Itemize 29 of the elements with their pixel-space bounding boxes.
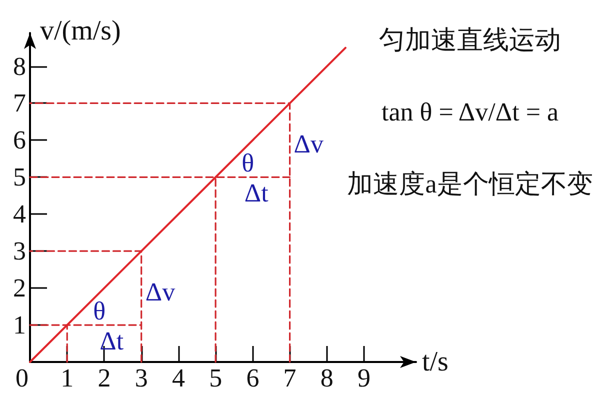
x-axis-title: t/s bbox=[422, 346, 448, 378]
annotation: Δt bbox=[100, 326, 124, 356]
y-tick-label: 3 bbox=[13, 236, 26, 266]
annotation: θ bbox=[242, 148, 254, 178]
x-tick-label: 0 bbox=[16, 364, 28, 392]
y-tick-label: 1 bbox=[13, 310, 26, 340]
annotation: 加速度a是个恒定不变 bbox=[347, 170, 593, 198]
annotation: θ bbox=[93, 296, 106, 326]
y-tick-label: 7 bbox=[13, 88, 26, 118]
y-tick-label: 5 bbox=[13, 162, 26, 192]
x-tick-label: 5 bbox=[209, 364, 222, 392]
y-axis-title: v/(m/s) bbox=[40, 16, 121, 46]
annotation: 匀加速直线运动 bbox=[379, 26, 561, 54]
x-tick-label: 4 bbox=[172, 364, 185, 392]
y-tick-label: 6 bbox=[13, 126, 26, 155]
annotation: Δv bbox=[294, 129, 324, 158]
y-tick-label: 4 bbox=[13, 200, 26, 229]
y-tick-label: 2 bbox=[13, 274, 26, 303]
x-tick-label: 3 bbox=[134, 364, 148, 392]
annotation: tan θ = Δv/Δt = a bbox=[381, 98, 559, 126]
y-tick-label: 8 bbox=[13, 52, 26, 81]
x-tick-label: 1 bbox=[60, 364, 74, 392]
x-tick-label: 9 bbox=[358, 364, 371, 392]
x-tick-label: 7 bbox=[283, 364, 296, 392]
annotation: Δv bbox=[145, 277, 176, 306]
x-tick-label: 2 bbox=[98, 364, 111, 392]
x-tick-label: 6 bbox=[246, 364, 260, 392]
annotation: Δt bbox=[244, 178, 270, 208]
x-tick-label: 8 bbox=[320, 364, 334, 392]
